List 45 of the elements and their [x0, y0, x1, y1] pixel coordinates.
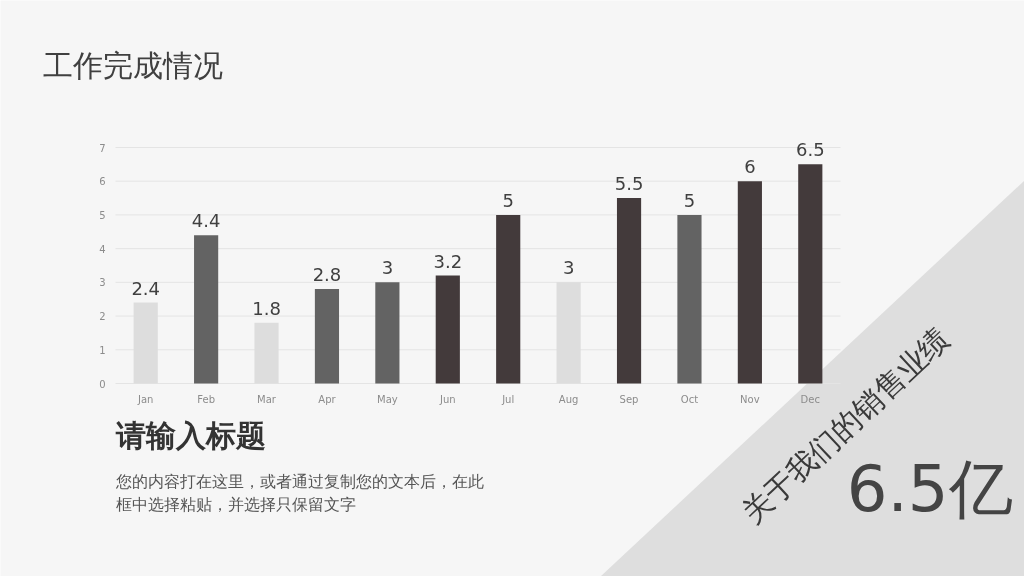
y-tick-label: 4: [99, 243, 106, 255]
y-tick-label: 3: [99, 277, 106, 289]
data-label: 3: [381, 257, 394, 279]
text: 您的内容打在这里，或者通过复制您的文本后，在此框中选择粘贴，并选择只保留文字: [114, 472, 484, 514]
data-label: 5: [502, 189, 514, 211]
x-tick-label: Nov: [740, 394, 760, 405]
x-tick-label: Dec: [800, 394, 820, 405]
x-tick-label: May: [377, 394, 398, 405]
bar: [677, 214, 702, 384]
bar: [496, 214, 521, 384]
bar: [375, 282, 400, 384]
x-tick-label: Jan: [137, 394, 154, 405]
data-label: 2.4: [131, 277, 161, 299]
y-tick-label: 2: [99, 311, 106, 323]
y-tick-label: 5: [99, 209, 106, 221]
bar: [314, 289, 340, 384]
bar: [737, 181, 762, 384]
x-tick-label: Feb: [197, 394, 215, 405]
x-tick-label: Apr: [318, 394, 337, 405]
text: 请输入标题: [114, 418, 266, 453]
bar: [194, 235, 219, 384]
x-tick-label: Mar: [257, 394, 277, 405]
x-tick-label: Oct: [680, 394, 699, 405]
data-label: 5: [683, 189, 696, 211]
bar: [798, 164, 823, 384]
y-tick-label: 0: [99, 378, 106, 390]
data-label: 1.8: [252, 297, 281, 319]
y-tick-label: 1: [99, 344, 106, 356]
data-label: 6.5: [795, 139, 825, 161]
chart-title: 工作完成情况: [42, 48, 223, 83]
data-label: 3.2: [433, 250, 463, 272]
x-tick-label: Sep: [619, 394, 639, 405]
y-tick-label: 7: [99, 142, 106, 154]
x-tick-label: Aug: [558, 394, 579, 405]
x-tick-label: Jul: [501, 394, 515, 405]
data-label: 3: [562, 257, 575, 279]
bar: [435, 275, 460, 384]
data-label: 2.8: [312, 264, 342, 286]
x-tick-label: Jun: [438, 394, 456, 405]
y-tick-label: 6: [99, 176, 106, 188]
data-label: 6: [744, 156, 756, 178]
data-label: 4.4: [191, 210, 221, 232]
bar: [616, 198, 642, 384]
text: 6.5亿: [846, 451, 1013, 526]
data-label: 5.5: [614, 173, 644, 195]
